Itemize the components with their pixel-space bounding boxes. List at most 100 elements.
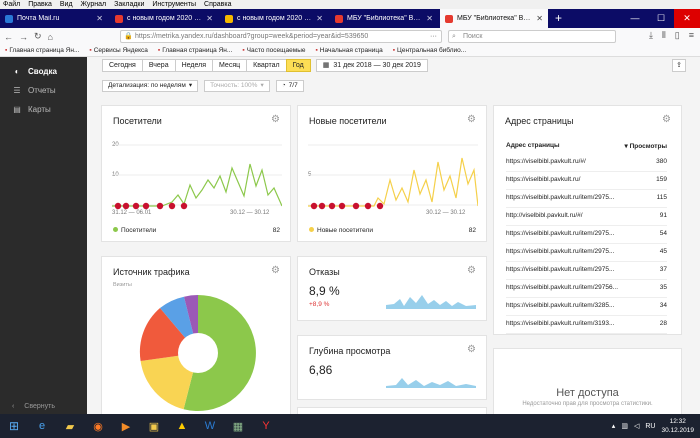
- page-url[interactable]: https://viselbibl.pavkult.ru/item/2975..…: [506, 248, 615, 255]
- close-tab-icon[interactable]: ✕: [206, 14, 213, 23]
- menu-item[interactable]: Инструменты: [152, 1, 197, 8]
- ie-icon[interactable]: e: [38, 420, 46, 432]
- maximize-icon[interactable]: ☐: [656, 13, 666, 23]
- annotation-marker[interactable]: [122, 202, 130, 210]
- annotation-marker[interactable]: [132, 202, 140, 210]
- page-url[interactable]: https://viselbibl.pavkult.ru/#/: [506, 158, 586, 165]
- yandex-browser-icon[interactable]: Y: [262, 420, 270, 432]
- browser-tab[interactable]: с новым годом 2020 картинк ✕: [110, 9, 218, 28]
- detail-dropdown[interactable]: Детализация: по неделям ▾: [102, 80, 199, 92]
- gear-icon[interactable]: ⚙: [271, 265, 280, 276]
- table-row[interactable]: https://viselbibl.pavkult.ru/item/2975..…: [506, 226, 667, 244]
- bookmark-item[interactable]: Главная страница Ян...: [5, 45, 79, 56]
- network-icon[interactable]: ▥: [621, 423, 628, 430]
- annotation-marker[interactable]: [168, 202, 176, 210]
- close-tab-icon[interactable]: ✕: [96, 14, 103, 23]
- home-icon[interactable]: ⌂: [47, 31, 53, 42]
- segments-button[interactable]: ◔ 7/7: [275, 80, 304, 92]
- bookmark-item[interactable]: Часто посещаемые: [242, 45, 306, 56]
- page-url[interactable]: https://viselbibl.pavkult.ru/item/29756.…: [506, 284, 619, 291]
- bookmark-item[interactable]: Главная страница Ян...: [158, 45, 232, 56]
- annotation-marker[interactable]: [328, 202, 336, 210]
- date-range-button[interactable]: ▦ 31 дек 2018 — 30 дек 2019: [315, 59, 428, 72]
- page-url[interactable]: https://viselbibl.pavkult.ru/item/3193..…: [506, 320, 615, 327]
- library-icon[interactable]: ⫴: [662, 30, 666, 40]
- table-row[interactable]: https://viselbibl.pavkult.ru/item/29756.…: [506, 280, 667, 298]
- start-button[interactable]: ⊞: [8, 419, 20, 433]
- period-button[interactable]: Год: [285, 59, 311, 72]
- browser-tab[interactable]: МБУ "Библиотека" Веселовс ✕: [330, 9, 438, 28]
- new-tab-button[interactable]: +: [555, 11, 563, 25]
- export-button[interactable]: ⇪: [672, 59, 686, 72]
- hamburger-menu-icon[interactable]: ≡: [688, 30, 694, 40]
- back-icon[interactable]: ←: [4, 31, 13, 42]
- annotation-marker[interactable]: [114, 202, 122, 210]
- annotation-marker[interactable]: [376, 202, 384, 210]
- table-row[interactable]: https://viselbibl.pavkult.ru/159: [506, 172, 667, 190]
- gear-icon[interactable]: ⚙: [467, 344, 476, 355]
- annotation-marker[interactable]: [156, 202, 164, 210]
- volume-icon[interactable]: ◁: [633, 423, 640, 430]
- table-row[interactable]: https://viselbibl.pavkult.ru/item/3193..…: [506, 316, 667, 334]
- page-url[interactable]: https://viselbibl.pavkult.ru/: [506, 176, 581, 183]
- word-icon[interactable]: W: [204, 420, 216, 432]
- sidebar-item-summary[interactable]: ◐ Сводка: [0, 62, 87, 81]
- downloads-icon[interactable]: ⤓: [649, 30, 653, 40]
- page-url[interactable]: https://viselbibl.pavkult.ru/item/2975..…: [506, 230, 615, 237]
- gear-icon[interactable]: ⚙: [467, 265, 476, 276]
- clock[interactable]: 12:32 30.12.2019: [661, 418, 694, 434]
- page-actions-icon[interactable]: ···: [430, 33, 437, 40]
- table-row[interactable]: https://viselbibl.pavkult.ru/#/ 380: [506, 154, 667, 172]
- sort-views-header[interactable]: ▾ Просмотры: [624, 143, 667, 150]
- annotation-marker[interactable]: [180, 202, 188, 210]
- menu-item[interactable]: Закладки: [114, 1, 145, 8]
- gear-icon[interactable]: ⚙: [662, 114, 671, 125]
- page-url[interactable]: http://viselbibl.pavkult.ru/#/: [506, 212, 583, 219]
- minimize-icon[interactable]: —: [630, 13, 640, 23]
- browser-tab[interactable]: МБУ "Библиотека" Веселовс ✕: [440, 9, 548, 28]
- table-row[interactable]: https://viselbibl.pavkult.ru/item/2975..…: [506, 262, 667, 280]
- sidebar-item-maps[interactable]: ▤ Карты: [13, 105, 51, 114]
- table-row[interactable]: https://viselbibl.pavkult.ru/item/2975..…: [506, 190, 667, 208]
- menu-item[interactable]: Файл: [3, 1, 21, 8]
- close-tab-icon[interactable]: ✕: [316, 14, 323, 23]
- period-button[interactable]: Квартал: [246, 59, 287, 72]
- page-url[interactable]: https://viselbibl.pavkult.ru/item/2975..…: [506, 194, 615, 201]
- forward-icon[interactable]: →: [19, 31, 28, 42]
- menu-item[interactable]: Журнал: [80, 1, 107, 8]
- page-url[interactable]: https://viselbibl.pavkult.ru/item/3285..…: [506, 302, 615, 309]
- table-row[interactable]: http://viselbibl.pavkult.ru/#/ 91: [506, 208, 667, 226]
- annotation-marker[interactable]: [364, 202, 372, 210]
- page-url[interactable]: https://viselbibl.pavkult.ru/item/2975..…: [506, 266, 615, 273]
- bookmark-item[interactable]: Сервисы Яндекса: [89, 45, 148, 56]
- sidebar-item-reports[interactable]: ☰ Отчеты: [13, 86, 56, 95]
- bookmark-item[interactable]: Начальная страница: [315, 45, 383, 56]
- search-input[interactable]: ⌕ Поиск: [448, 30, 616, 43]
- browser-tab[interactable]: с новым годом 2020 картинк ✕: [220, 9, 328, 28]
- annotation-marker[interactable]: [310, 202, 318, 210]
- sidebar-toggle-icon[interactable]: ▯: [674, 30, 680, 40]
- period-button[interactable]: Сегодня: [102, 59, 143, 72]
- reload-icon[interactable]: ↻: [34, 31, 42, 41]
- period-button[interactable]: Вчера: [141, 59, 176, 72]
- url-bar[interactable]: 🔒 https://metrika.yandex.ru/dashboard?gr…: [120, 30, 442, 43]
- bookmark-item[interactable]: Центральная библио...: [393, 45, 466, 56]
- gear-icon[interactable]: ⚙: [271, 114, 280, 125]
- yandex-disk-icon[interactable]: ▲: [176, 420, 188, 432]
- annotation-marker[interactable]: [338, 202, 346, 210]
- accuracy-dropdown[interactable]: Точность: 100% ▾: [204, 80, 270, 92]
- menu-item[interactable]: Справка: [204, 1, 232, 8]
- folder-icon[interactable]: ▰: [65, 420, 75, 433]
- photos-icon[interactable]: ▦: [232, 420, 244, 433]
- explorer-icon[interactable]: ▣: [148, 420, 160, 433]
- language-indicator[interactable]: RU: [645, 422, 656, 430]
- gear-icon[interactable]: ⚙: [467, 114, 476, 125]
- menu-item[interactable]: Правка: [28, 1, 52, 8]
- close-tab-icon[interactable]: ✕: [426, 14, 433, 23]
- period-button[interactable]: Неделя: [174, 59, 214, 72]
- firefox-icon[interactable]: ◉: [93, 420, 103, 433]
- annotation-marker[interactable]: [318, 202, 326, 210]
- menu-item[interactable]: Вид: [59, 1, 73, 8]
- period-button[interactable]: Месяц: [212, 59, 248, 72]
- table-row[interactable]: https://viselbibl.pavkult.ru/item/2975..…: [506, 244, 667, 262]
